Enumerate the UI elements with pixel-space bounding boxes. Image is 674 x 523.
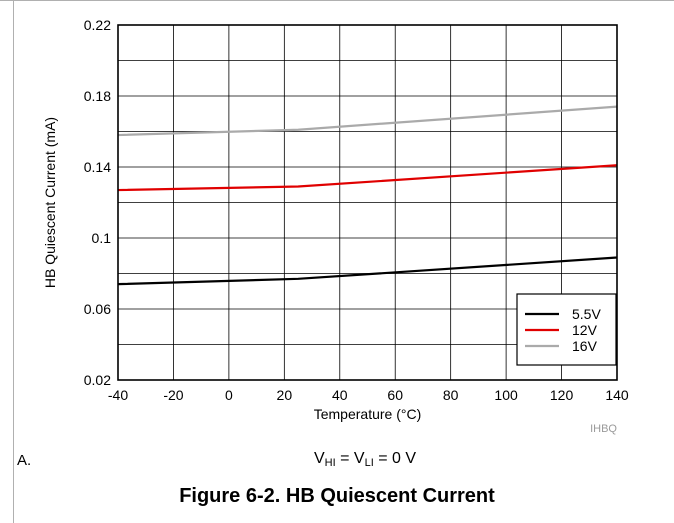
y-tick-label: 0.02 [84, 372, 111, 388]
y-tick-label: 0.1 [92, 230, 112, 246]
legend-label: 5.5V [572, 306, 601, 322]
figure-caption: Figure 6-2. HB Quiescent Current [179, 485, 495, 507]
y-tick-label: 0.18 [84, 88, 111, 104]
y-tick-label: 0.14 [84, 159, 111, 175]
x-tick-label: 20 [277, 387, 293, 403]
x-tick-label: -20 [163, 387, 183, 403]
y-tick-label: 0.06 [84, 301, 111, 317]
page-left-border [13, 0, 14, 523]
x-tick-label: 100 [494, 387, 518, 403]
legend-label: 12V [572, 322, 598, 338]
series-line [117, 164, 618, 192]
x-tick-label: 120 [550, 387, 574, 403]
page-top-border [0, 0, 674, 1]
chart: -40 -20 0 20 40 60 80 100 120 140 0.02 0.06 0.1 0.14 0… [42, 17, 629, 435]
series-line [117, 256, 618, 286]
plot-border [117, 24, 618, 381]
x-tick-label: -40 [108, 387, 128, 403]
test-condition: VHI = VLI = 0 V [314, 450, 417, 469]
y-axis-title: HB Quiescent Current (mA) [42, 117, 58, 288]
x-tick-label: 140 [605, 387, 629, 403]
x-axis-title: Temperature (°C) [314, 406, 422, 422]
x-tick-label: 80 [443, 387, 459, 403]
note-label: A. [17, 452, 32, 469]
series-line [117, 105, 618, 137]
x-tick-label: 0 [225, 387, 233, 403]
x-tick-label: 40 [332, 387, 348, 403]
y-tick-label: 0.22 [84, 17, 111, 33]
x-tick-label: 60 [387, 387, 403, 403]
figure-code: IHBQ [590, 423, 617, 435]
legend-label: 16V [572, 338, 598, 354]
